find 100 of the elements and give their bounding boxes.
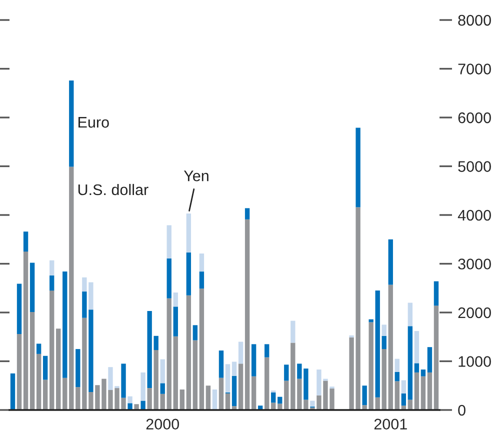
bar	[375, 290, 380, 398]
bar	[414, 372, 420, 410]
bar	[225, 364, 230, 392]
bar	[420, 370, 426, 376]
bar	[394, 358, 400, 372]
bar	[434, 306, 439, 410]
bar	[414, 331, 420, 364]
bar	[388, 239, 393, 285]
text: Yen	[184, 170, 208, 182]
bar	[199, 272, 204, 289]
bar	[166, 298, 172, 410]
x-tick-label: 2001	[374, 418, 407, 430]
bar	[382, 336, 386, 350]
bar	[264, 357, 270, 410]
bar	[121, 364, 126, 398]
bar	[218, 350, 224, 378]
bar	[140, 400, 146, 410]
bar	[166, 258, 172, 298]
bar	[23, 252, 28, 410]
bar	[16, 334, 22, 410]
bar	[368, 319, 374, 322]
bar	[382, 349, 386, 410]
y-tick-label: 1000	[458, 356, 491, 367]
bar	[251, 376, 256, 410]
bar	[408, 326, 413, 400]
bar	[238, 342, 244, 364]
y-tick-label: 7000	[458, 64, 491, 74]
bar	[420, 376, 426, 410]
bar	[173, 292, 178, 307]
bar	[69, 166, 74, 410]
bar	[23, 232, 28, 252]
bar	[251, 344, 256, 376]
bar	[244, 208, 250, 220]
bar	[56, 328, 61, 410]
bar	[160, 383, 165, 394]
bar	[134, 404, 139, 410]
bar	[62, 378, 68, 410]
bar	[362, 386, 367, 406]
bar	[232, 362, 237, 376]
bar	[173, 306, 178, 336]
bar	[218, 378, 224, 410]
bar	[42, 380, 48, 410]
y-tick-label: 6000	[458, 112, 491, 124]
bar	[434, 281, 439, 306]
bar	[166, 225, 172, 258]
bar	[401, 393, 406, 406]
bar	[310, 400, 315, 407]
bar	[62, 272, 68, 378]
bar	[192, 325, 198, 340]
bar	[186, 252, 192, 296]
y-tick-label: 4000	[458, 210, 491, 221]
bar	[290, 320, 296, 343]
bar	[238, 364, 244, 410]
bar	[394, 381, 400, 410]
y-tick-label: 2000	[458, 307, 491, 318]
bar	[186, 214, 192, 253]
bar	[36, 354, 42, 410]
bar	[50, 290, 54, 410]
bar	[30, 262, 35, 312]
bar	[76, 349, 80, 388]
bar	[160, 359, 165, 384]
bar	[278, 396, 282, 404]
bar	[212, 390, 218, 410]
bar	[206, 386, 211, 410]
bar	[16, 284, 22, 334]
bar	[427, 347, 432, 372]
bar	[186, 295, 192, 410]
bar	[271, 392, 276, 403]
y-tick-label: 8000	[458, 14, 491, 26]
bar	[180, 390, 184, 410]
bar	[244, 219, 250, 410]
bar	[50, 260, 54, 276]
bar	[382, 324, 386, 336]
bar	[284, 364, 289, 381]
y-tick-label: 5000	[458, 161, 491, 172]
bar	[414, 363, 420, 372]
bar	[199, 254, 204, 272]
bar	[284, 380, 289, 410]
y-tick-label: 3000	[458, 258, 491, 270]
bar	[388, 284, 393, 410]
bar	[401, 380, 406, 394]
bar	[10, 373, 16, 410]
bar	[42, 356, 48, 380]
bar	[140, 372, 146, 401]
bar	[356, 128, 360, 208]
bar	[128, 403, 132, 410]
bar	[69, 80, 74, 167]
bar	[50, 275, 54, 291]
bar	[427, 372, 432, 410]
bar	[30, 312, 35, 410]
bar	[264, 344, 270, 358]
bar	[394, 372, 400, 382]
series-label: U.S. dollar	[78, 184, 148, 196]
series-label: Euro	[78, 117, 109, 128]
bar	[408, 302, 413, 326]
bar	[232, 376, 237, 406]
bar	[128, 396, 132, 404]
bar	[36, 344, 42, 354]
bar	[173, 336, 178, 410]
bar	[192, 340, 198, 410]
